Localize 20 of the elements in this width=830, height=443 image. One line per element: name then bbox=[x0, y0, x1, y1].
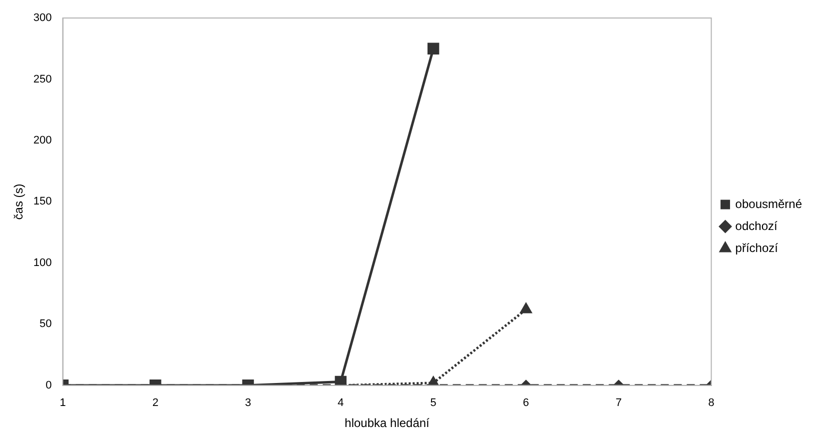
y-tick-label: 150 bbox=[33, 196, 52, 208]
x-tick-label: 4 bbox=[338, 397, 344, 410]
legend-label: příchozí bbox=[735, 240, 779, 255]
x-tick-label: 5 bbox=[430, 397, 436, 410]
x-tick-label: 2 bbox=[152, 397, 158, 410]
y-tick-label: 250 bbox=[33, 73, 52, 86]
x-tick-label: 3 bbox=[244, 397, 252, 410]
x-tick-label: 8 bbox=[708, 397, 714, 410]
y-axis-title: čas (s) bbox=[12, 184, 26, 220]
legend-label: obousměrné bbox=[735, 196, 802, 211]
y-tick-label: 0 bbox=[46, 379, 52, 392]
x-tick-label: 1 bbox=[60, 397, 66, 410]
y-tick-label: 300 bbox=[33, 12, 52, 24]
y-tick-label: 50 bbox=[40, 318, 52, 330]
x-tick-label: 7 bbox=[616, 397, 622, 410]
legend-label: odchozí bbox=[735, 218, 778, 233]
y-tick-label: 100 bbox=[33, 256, 52, 269]
x-tick-label: 6 bbox=[522, 397, 530, 410]
x-axis-title: hloubka hledání bbox=[344, 416, 430, 430]
y-tick-label: 200 bbox=[33, 134, 52, 146]
